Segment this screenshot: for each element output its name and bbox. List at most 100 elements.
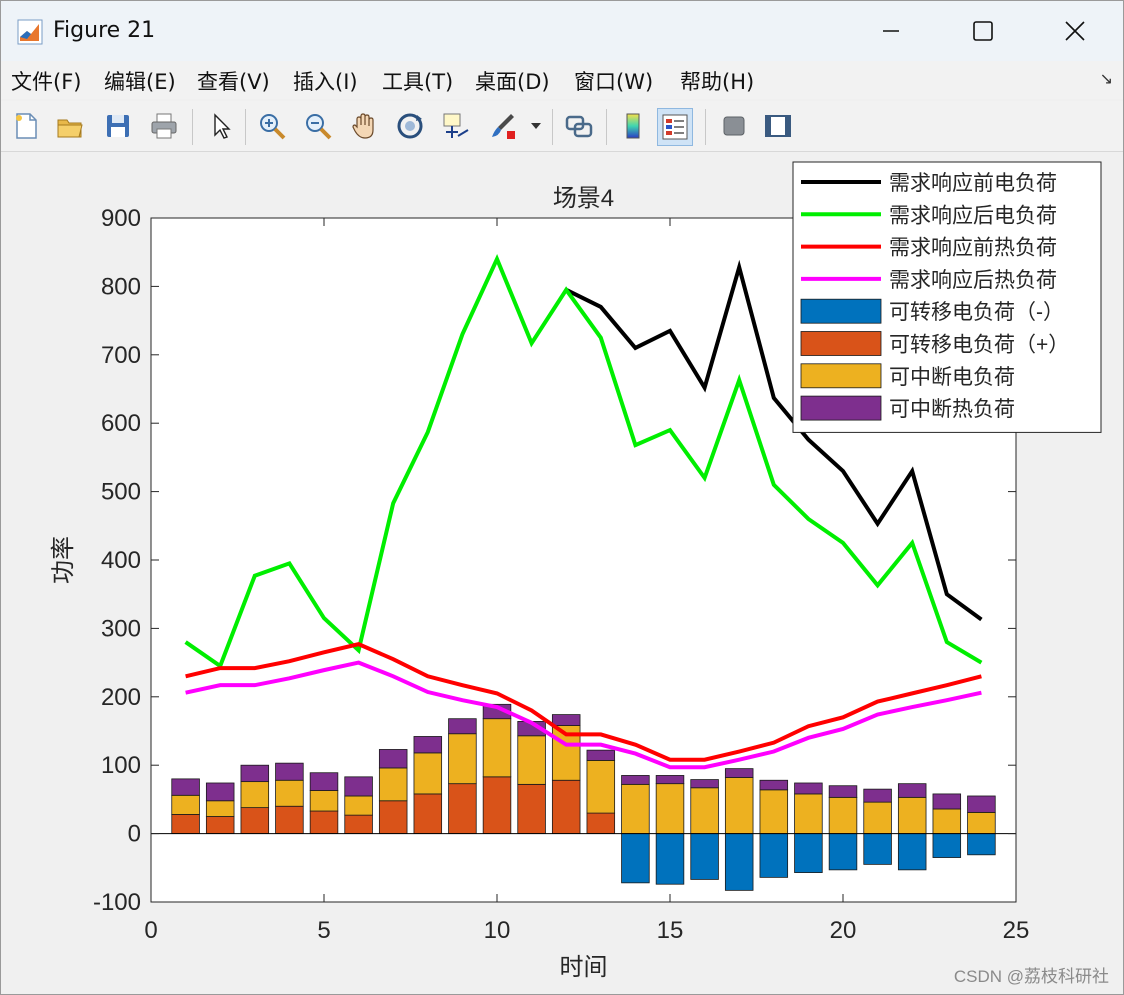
pan-button[interactable] [347, 108, 381, 144]
bar-1-x20 [828, 833, 858, 871]
data-cursor-button[interactable] [439, 108, 473, 144]
close-icon [1065, 21, 1085, 41]
toolbar-separator [552, 109, 553, 145]
x-tick-label: 15 [657, 917, 684, 944]
y-tick-label: 100 [101, 752, 141, 779]
legend-button[interactable] [657, 108, 693, 146]
menu-view[interactable]: 查看(V) [197, 70, 270, 94]
bar-4-x16 [690, 779, 719, 789]
brush-button[interactable] [485, 108, 519, 144]
bar-2-x6 [344, 814, 373, 835]
x-tick-label: 10 [484, 917, 511, 944]
bar-4-x18 [759, 779, 789, 791]
bar-3-x23 [932, 808, 962, 835]
legend-label-4: 需求响应后热负荷 [889, 269, 1057, 292]
y-tick-label: 500 [101, 479, 141, 506]
menu-insert[interactable]: 插入(I) [293, 70, 358, 94]
y-tick-label: 200 [101, 684, 141, 711]
print-button[interactable] [147, 108, 181, 144]
colorbar-button[interactable] [616, 108, 650, 144]
bar-3-x11 [517, 735, 546, 785]
legend-box [792, 161, 1102, 433]
bar-2-x2 [205, 816, 235, 835]
bar-4-x1 [171, 778, 200, 796]
y-tick-label: 800 [101, 273, 141, 300]
legend-swatch-bar-8 [800, 395, 882, 421]
bar-4-x5 [309, 772, 339, 791]
bar-2-x3 [240, 807, 270, 834]
bar-2-x12 [551, 779, 581, 834]
bar-4-x12 [551, 714, 581, 726]
minimize-button[interactable] [861, 7, 921, 55]
menu-file[interactable]: 文件(F) [11, 70, 82, 94]
link-plot-button[interactable] [562, 108, 596, 144]
menu-window[interactable]: 窗口(W) [574, 70, 654, 94]
bar-4-x7 [378, 749, 408, 769]
select-button[interactable] [204, 108, 238, 144]
title-bar: Figure 21 [1, 1, 1123, 61]
bar-1-x23 [932, 833, 962, 858]
pan-hand-icon [352, 113, 374, 139]
hide-plot-tools-icon [723, 116, 745, 136]
bar-2-x10 [482, 776, 512, 835]
x-axis-label: 时间 [560, 954, 608, 981]
bar-4-x24 [967, 795, 996, 813]
hide-plot-tools-button[interactable] [717, 108, 751, 144]
legend-swatch-bar-7 [800, 363, 882, 389]
bar-4-x14 [621, 775, 650, 785]
menu-help[interactable]: 帮助(H) [680, 70, 755, 94]
bar-3-x1 [171, 794, 200, 815]
brush-dropdown[interactable] [527, 108, 545, 144]
menu-desktop[interactable]: 桌面(D) [475, 70, 550, 94]
y-tick-label: -100 [93, 889, 141, 916]
bar-2-x9 [448, 783, 477, 835]
bar-3-x8 [413, 752, 443, 795]
bar-3-x16 [690, 787, 719, 834]
legend-label-7: 可中断电负荷 [889, 366, 1015, 389]
bar-4-x15 [655, 775, 685, 785]
dock-arrow-icon[interactable]: ↘ [1099, 69, 1113, 88]
figure-canvas: -100 0 100 200 300 400 500 600 700 800 900 0 5 10 15 20… [1, 152, 1123, 994]
legend-label-5: 可转移电负荷（-） [889, 301, 1064, 324]
save-icon [107, 115, 129, 137]
y-tick-label: 700 [101, 342, 141, 369]
bar-4-x4 [275, 762, 304, 781]
legend-swatch-bar-5 [800, 298, 882, 324]
bar-4-x9 [448, 718, 477, 735]
bar-2-x1 [171, 814, 200, 834]
bar-3-x14 [621, 783, 650, 834]
bar-4-x21 [863, 788, 892, 803]
bar-2-x7 [378, 800, 408, 835]
zoom-in-icon [260, 114, 286, 140]
zoom-out-button[interactable] [301, 108, 335, 144]
menu-edit[interactable]: 编辑(E) [104, 70, 176, 94]
maximize-button[interactable] [953, 7, 1013, 55]
window-title: Figure 21 [53, 18, 156, 43]
bar-3-x20 [828, 796, 858, 835]
close-button[interactable] [1045, 7, 1105, 55]
menu-tools[interactable]: 工具(T) [382, 70, 454, 94]
bar-1-x22 [897, 833, 927, 871]
y-tick-label: 0 [128, 821, 141, 848]
bar-3-x13 [586, 760, 616, 814]
bar-3-x15 [655, 783, 685, 835]
y-tick-label: 300 [101, 615, 141, 642]
bar-3-x22 [897, 796, 927, 835]
zoom-in-button[interactable] [255, 108, 289, 144]
bar-3-x5 [309, 790, 339, 812]
legend-icon [662, 114, 688, 140]
bar-3-x2 [205, 800, 235, 817]
show-plot-tools-icon [765, 115, 791, 137]
rotate-button[interactable] [393, 108, 427, 144]
y-axis-label: 功率 [50, 536, 77, 584]
open-file-button[interactable] [53, 108, 87, 144]
matlab-app-icon [17, 19, 43, 45]
show-plot-tools-button[interactable] [761, 108, 795, 144]
new-file-button[interactable] [9, 108, 43, 144]
bar-4-x19 [794, 782, 823, 795]
save-button[interactable] [101, 108, 135, 144]
colorbar-icon [626, 113, 640, 139]
bar-1-x19 [794, 833, 823, 873]
toolbar-separator [606, 109, 607, 145]
